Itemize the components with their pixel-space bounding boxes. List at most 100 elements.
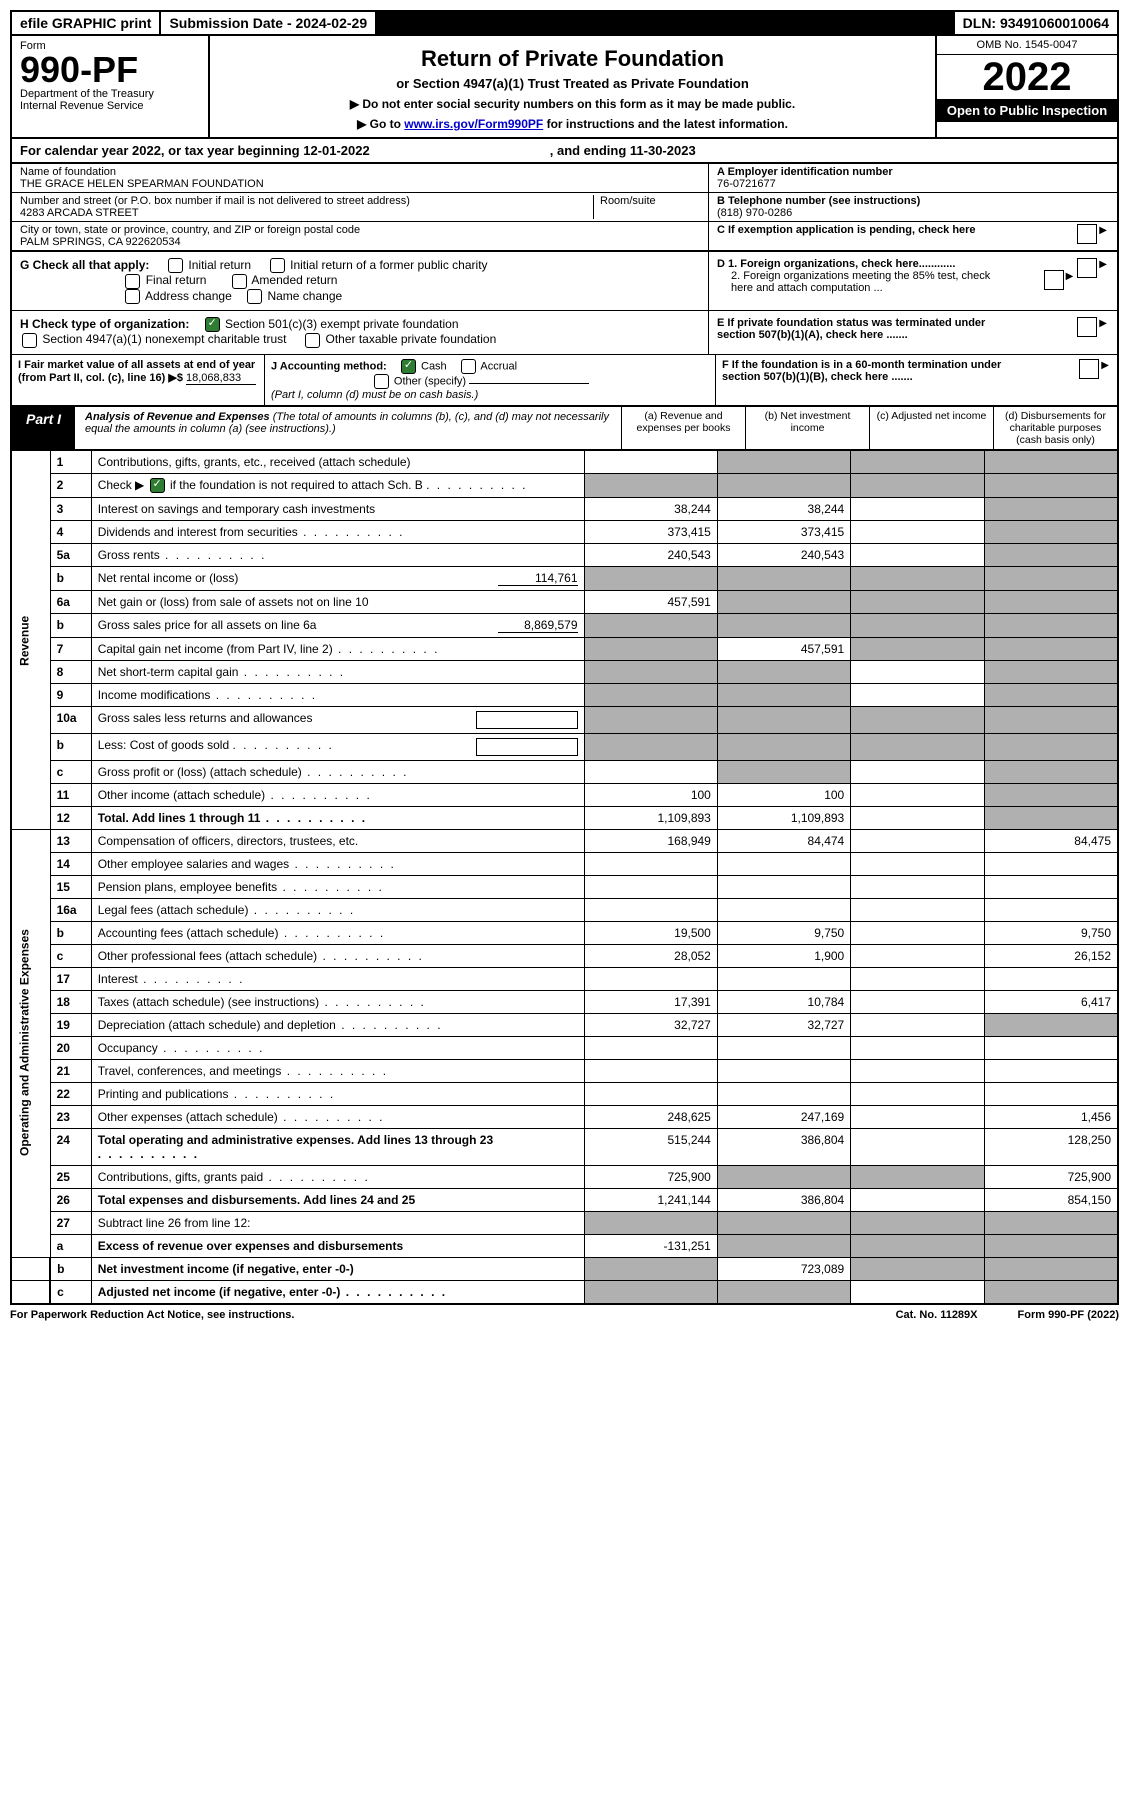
line-27c-desc: Adjusted net income (if negative, enter … — [91, 1280, 584, 1304]
other-method-value — [469, 383, 589, 384]
d1-label: D 1. Foreign organizations, check here..… — [717, 258, 955, 270]
line-27-desc: Subtract line 26 from line 12: — [91, 1211, 584, 1234]
line-16b-b: 9,750 — [717, 921, 850, 944]
open-public: Open to Public Inspection — [937, 99, 1117, 122]
a-label: A Employer identification number — [717, 166, 893, 178]
addr-change-checkbox[interactable] — [125, 289, 140, 304]
line-13-d: 84,475 — [984, 829, 1118, 852]
line-25-a: 725,900 — [584, 1165, 717, 1188]
line-12-num: 12 — [50, 806, 91, 829]
line-4-num: 4 — [50, 520, 91, 543]
initial-former-checkbox[interactable] — [270, 258, 285, 273]
name-change: Name change — [267, 289, 342, 303]
line-1-a — [584, 451, 717, 474]
line-16c-b: 1,900 — [717, 944, 850, 967]
line-5a-b: 240,543 — [717, 543, 850, 566]
4947-checkbox[interactable] — [22, 333, 37, 348]
calyear-begin: For calendar year 2022, or tax year begi… — [20, 143, 370, 158]
efile-label[interactable]: efile GRAPHIC print — [12, 12, 159, 34]
e-checkbox[interactable] — [1077, 317, 1097, 337]
line-20-desc: Occupancy — [91, 1036, 584, 1059]
d2-checkbox[interactable] — [1044, 270, 1064, 290]
d1-checkbox[interactable] — [1077, 258, 1097, 278]
line-14-desc: Other employee salaries and wages — [91, 852, 584, 875]
foundation-name: THE GRACE HELEN SPEARMAN FOUNDATION — [20, 178, 264, 190]
f-checkbox[interactable] — [1079, 359, 1099, 379]
line-26-desc: Total expenses and disbursements. Add li… — [91, 1188, 584, 1211]
irs-label: Internal Revenue Service — [20, 100, 144, 112]
4947-label: Section 4947(a)(1) nonexempt charitable … — [42, 332, 286, 346]
city-cell: City or town, state or province, country… — [12, 222, 709, 250]
line-10a-text: Gross sales less returns and allowances — [98, 711, 313, 725]
form-title: Return of Private Foundation — [220, 46, 925, 72]
line-24-b: 386,804 — [717, 1128, 850, 1165]
footer: For Paperwork Reduction Act Notice, see … — [10, 1305, 1119, 1325]
line-6b-text: Gross sales price for all assets on line… — [98, 618, 317, 632]
f-section: F If the foundation is in a 60-month ter… — [716, 355, 1117, 405]
initial-return-checkbox[interactable] — [168, 258, 183, 273]
line-25-num: 25 — [50, 1165, 91, 1188]
line-25-d: 725,900 — [984, 1165, 1118, 1188]
line-16b-desc: Accounting fees (attach schedule) — [91, 921, 584, 944]
line-1-b — [717, 451, 850, 474]
line-17-num: 17 — [50, 967, 91, 990]
j-section: J Accounting method: Cash Accrual Other … — [265, 355, 716, 405]
line-5a-a: 240,543 — [584, 543, 717, 566]
line-5b-num: b — [50, 566, 91, 590]
line-23-a: 248,625 — [584, 1105, 717, 1128]
line-19-a: 32,727 — [584, 1013, 717, 1036]
line-24-a: 515,244 — [584, 1128, 717, 1165]
accrual-label: Accrual — [480, 360, 517, 372]
line-25-desc: Contributions, gifts, grants paid — [91, 1165, 584, 1188]
line-6b-num: b — [50, 613, 91, 637]
line-7-b: 457,591 — [717, 637, 850, 660]
line-13-desc: Compensation of officers, directors, tru… — [91, 829, 584, 852]
other-taxable-checkbox[interactable] — [305, 333, 320, 348]
line-27b-num: b — [50, 1257, 91, 1280]
line-19-desc: Depreciation (attach schedule) and deple… — [91, 1013, 584, 1036]
form990pf-link[interactable]: www.irs.gov/Form990PF — [404, 117, 543, 131]
revenue-side-label: Revenue — [11, 451, 50, 830]
name-change-checkbox[interactable] — [247, 289, 262, 304]
final-return-checkbox[interactable] — [125, 274, 140, 289]
schb-checkbox[interactable] — [150, 478, 165, 493]
calyear-end: , and ending 11-30-2023 — [550, 143, 696, 158]
line-4-b: 373,415 — [717, 520, 850, 543]
cash-checkbox[interactable] — [401, 359, 416, 374]
accrual-checkbox[interactable] — [461, 359, 476, 374]
line-1-num: 1 — [50, 451, 91, 474]
line-12-desc: Total. Add lines 1 through 11 — [91, 806, 584, 829]
info-row-addr: Number and street (or P.O. box number if… — [10, 193, 1119, 222]
initial-return: Initial return — [188, 258, 251, 272]
c-checkbox[interactable] — [1077, 224, 1097, 244]
dots-icon — [426, 478, 527, 492]
d2-label: 2. Foreign organizations meeting the 85%… — [731, 270, 1011, 294]
e-label: E If private foundation status was termi… — [717, 317, 1007, 341]
part1-desc: Analysis of Revenue and Expenses (The to… — [75, 407, 622, 449]
line-11-num: 11 — [50, 783, 91, 806]
line-8-desc: Net short-term capital gain — [91, 660, 584, 683]
ein-value: 76-0721677 — [717, 178, 776, 190]
line-22-desc: Printing and publications — [91, 1082, 584, 1105]
line-9-desc: Income modifications — [91, 683, 584, 706]
amended-return-checkbox[interactable] — [232, 274, 247, 289]
line-18-b: 10,784 — [717, 990, 850, 1013]
city-value: PALM SPRINGS, CA 922620534 — [20, 236, 181, 248]
line-23-num: 23 — [50, 1105, 91, 1128]
i-value: 18,068,833 — [186, 372, 256, 385]
line-27-num: 27 — [50, 1211, 91, 1234]
dln: DLN: 93491060010064 — [955, 12, 1117, 34]
line-5b-text: Net rental income or (loss) — [98, 571, 239, 585]
other-method-checkbox[interactable] — [374, 374, 389, 389]
line-2-num: 2 — [50, 473, 91, 497]
form-header-left: Form 990-PF Department of the Treasury I… — [12, 36, 210, 137]
line-7-num: 7 — [50, 637, 91, 660]
line-24-num: 24 — [50, 1128, 91, 1165]
line-12-b: 1,109,893 — [717, 806, 850, 829]
line-9-num: 9 — [50, 683, 91, 706]
line-10b-desc: Less: Cost of goods sold — [91, 733, 584, 760]
amended-return: Amended return — [251, 273, 337, 287]
501c3-checkbox[interactable] — [205, 317, 220, 332]
cat-no: Cat. No. 11289X — [896, 1309, 978, 1321]
instr-1: ▶ Do not enter social security numbers o… — [220, 97, 925, 111]
